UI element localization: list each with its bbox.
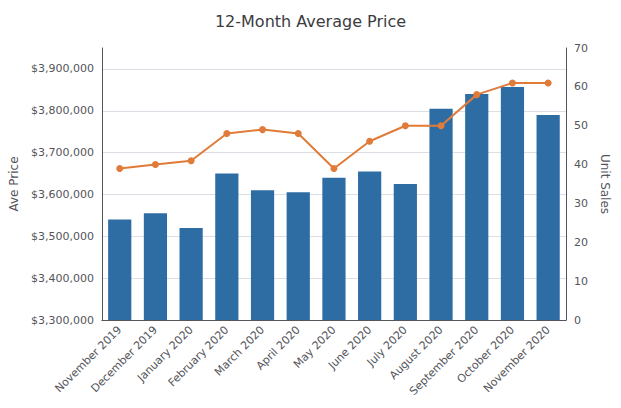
svg-text:Unit Sales: Unit Sales — [598, 154, 612, 214]
svg-text:November 2019: November 2019 — [52, 323, 125, 396]
svg-text:November 2020: November 2020 — [481, 323, 553, 395]
svg-text:June 2020: June 2020 — [325, 323, 374, 372]
svg-text:70: 70 — [574, 42, 588, 55]
svg-text:August 2020: August 2020 — [387, 323, 446, 382]
svg-text:January 2020: January 2020 — [134, 323, 196, 385]
svg-text:40: 40 — [574, 158, 588, 171]
svg-text:$3,500,000: $3,500,000 — [31, 230, 94, 243]
svg-text:50: 50 — [574, 119, 588, 132]
svg-text:December 2019: December 2019 — [88, 323, 160, 396]
svg-text:$3,600,000: $3,600,000 — [31, 188, 94, 201]
svg-text:Ave Price: Ave Price — [7, 156, 21, 211]
svg-text:$3,400,000: $3,400,000 — [31, 272, 94, 285]
svg-text:July 2020: July 2020 — [364, 323, 410, 369]
svg-text:April 2020: April 2020 — [253, 323, 303, 373]
svg-text:March 2020: March 2020 — [212, 323, 267, 378]
svg-text:October 2020: October 2020 — [454, 323, 517, 386]
svg-text:September 2020: September 2020 — [407, 323, 482, 398]
svg-text:10: 10 — [574, 275, 588, 288]
svg-text:$3,700,000: $3,700,000 — [31, 146, 94, 159]
svg-text:60: 60 — [574, 80, 588, 93]
svg-text:20: 20 — [574, 236, 588, 249]
svg-text:$3,300,000: $3,300,000 — [31, 314, 94, 327]
svg-text:February 2020: February 2020 — [166, 323, 232, 389]
svg-text:$3,800,000: $3,800,000 — [31, 104, 94, 117]
svg-text:$3,900,000: $3,900,000 — [31, 62, 94, 75]
svg-text:0: 0 — [574, 314, 581, 327]
svg-text:May 2020: May 2020 — [291, 323, 339, 371]
svg-text:12-Month Average Price: 12-Month Average Price — [215, 12, 406, 31]
svg-text:30: 30 — [574, 197, 588, 210]
